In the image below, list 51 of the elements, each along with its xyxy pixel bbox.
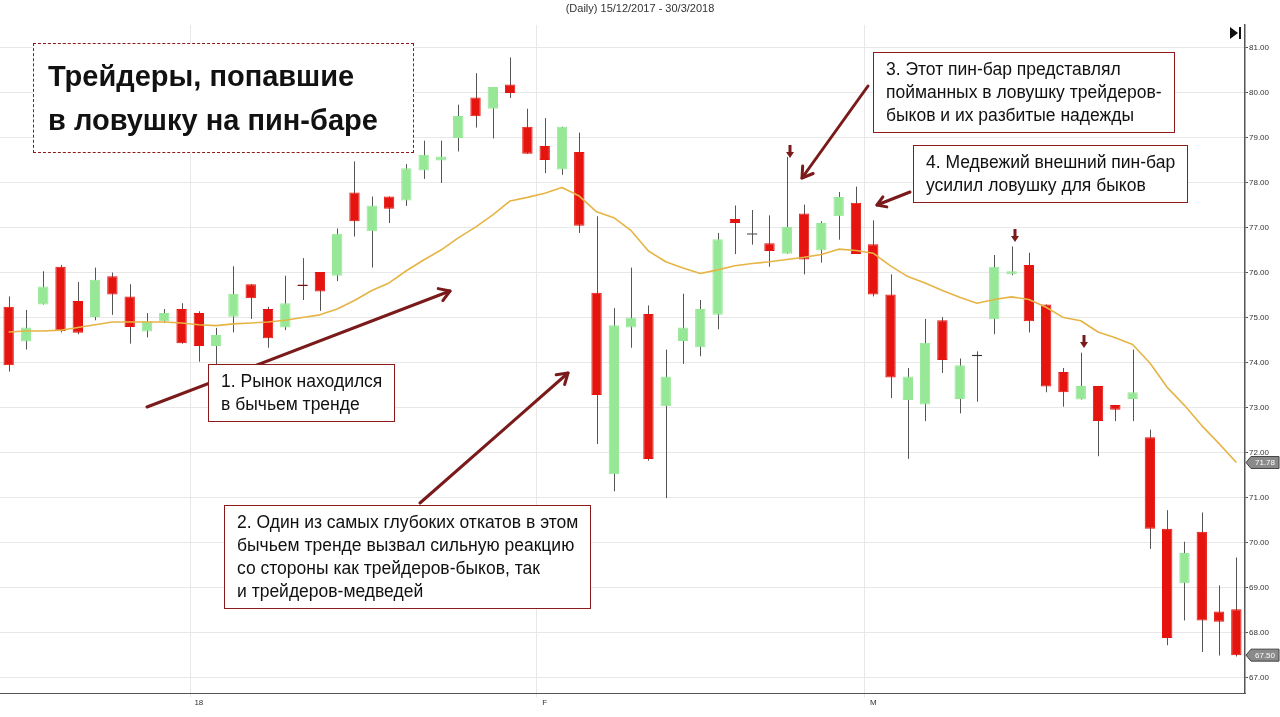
y-tick-label: 73.00 xyxy=(1249,402,1270,412)
y-tick-label: 79.00 xyxy=(1249,132,1270,142)
candlestick xyxy=(280,275,291,331)
annotation: 4. Медвежий внешний пин-бар усилил ловушку для быков xyxy=(913,145,1189,203)
y-tick-label: 76.00 xyxy=(1249,267,1270,277)
candlestick xyxy=(38,270,49,306)
candlestick xyxy=(383,195,395,224)
y-tick-label: 81.00 xyxy=(1249,42,1270,52)
candlestick xyxy=(504,56,516,99)
candlestick xyxy=(764,214,775,268)
y-tick-label: 70.00 xyxy=(1249,537,1270,547)
candlestick xyxy=(539,117,550,174)
y-tick-label: 78.00 xyxy=(1249,177,1270,187)
candlestick xyxy=(314,271,326,312)
text: 67.50 xyxy=(1254,650,1276,660)
y-tick-label: 67.00 xyxy=(1249,672,1270,682)
text: 71.78 xyxy=(1254,458,1276,468)
y-tick-label: 68.00 xyxy=(1249,627,1270,637)
candlestick xyxy=(453,104,464,152)
x-tick-label: 18 xyxy=(194,698,204,708)
candlestick xyxy=(902,367,913,460)
candlestick xyxy=(418,140,429,180)
text: Трейдеры, попавшие в ловушку на пин-баре xyxy=(33,43,414,153)
candlestick xyxy=(729,204,741,255)
candlestick xyxy=(107,272,118,316)
y-tick-label: 69.00 xyxy=(1249,582,1270,592)
candlestick xyxy=(435,140,447,184)
candlestick xyxy=(1075,352,1086,400)
candlestick xyxy=(245,283,256,320)
y-tick-label: 75.00 xyxy=(1249,312,1270,322)
x-tick-label: F xyxy=(542,698,548,708)
annotation: 3. Этот пин-бар представлял пойманных в ловушку трейдеров- быков и их разбитые надежды xyxy=(873,52,1175,133)
annotation: 1. Рынок находился в бычьем тренде xyxy=(208,364,396,422)
candlestick xyxy=(228,265,239,333)
candlestick xyxy=(1006,245,1017,276)
y-tick-label: 77.00 xyxy=(1249,222,1270,232)
y-tick-label: 80.00 xyxy=(1249,87,1270,97)
candlestick xyxy=(1213,584,1225,657)
chart-subtitle: (Daily) 15/12/2017 - 30/3/2018 xyxy=(564,2,716,14)
candlestick xyxy=(833,191,844,241)
y-tick-label: 72.00 xyxy=(1249,447,1270,457)
y-tick-label: 71.00 xyxy=(1249,492,1270,502)
y-tick-label: 74.00 xyxy=(1249,357,1270,367)
candlestick xyxy=(1058,367,1069,408)
candlestick xyxy=(1127,349,1138,422)
candlestick xyxy=(470,72,481,129)
candlestick xyxy=(677,293,689,365)
candlestick xyxy=(366,195,377,269)
x-tick-label: M xyxy=(869,698,877,708)
candlestick xyxy=(487,86,498,139)
annotation: 2. Один из самых глубоких откатов в этом бычьем тренде вызвал сильную реакцию со стороны как трейдеров-быков, так и трейдеров-медведей xyxy=(224,505,592,609)
